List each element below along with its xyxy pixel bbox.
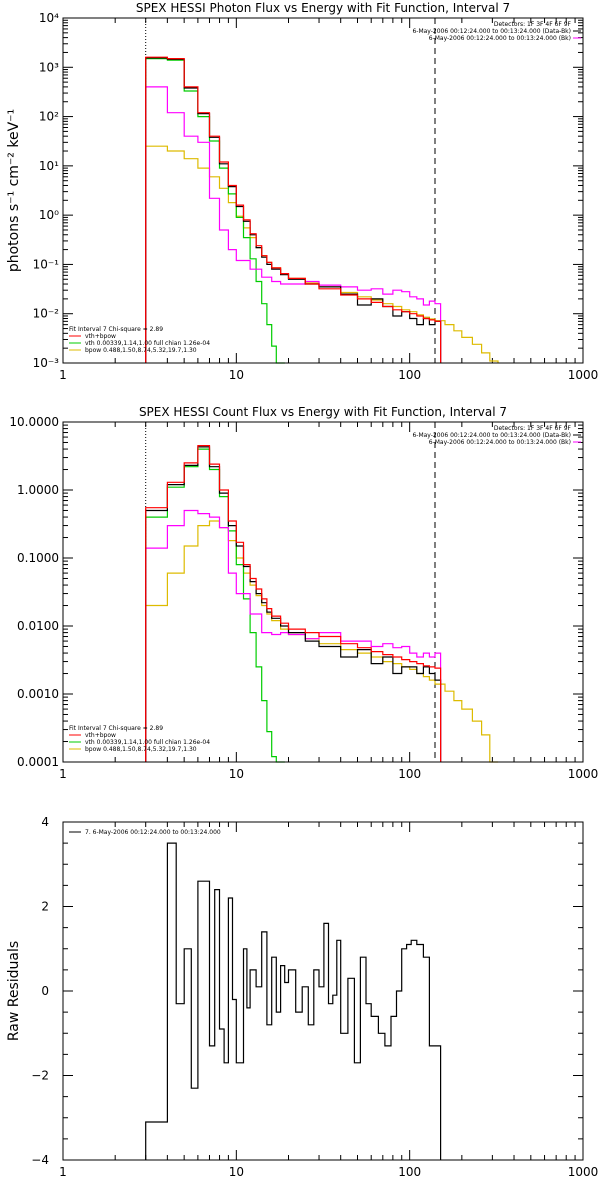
legend-right-label: 6-May-2006 00:12:24.000 to 00:13:24.000 …: [412, 28, 571, 35]
y-tick-label: −2: [31, 1069, 49, 1083]
x-tick-label: 10: [229, 1165, 244, 1179]
series-sum: [145, 842, 442, 1160]
y-tick-label: 10³: [39, 60, 59, 74]
legend-left-label: vth 0.00339,1.14,1.00 full chian 1.26e-0…: [85, 340, 210, 347]
chart-panel-1: SPEX HESSI Photon Flux vs Energy with Fi…: [6, 1, 598, 382]
y-tick-label: 1.0000: [17, 483, 59, 497]
chart-panel-2: SPEX HESSI Count Flux vs Energy with Fit…: [9, 405, 598, 781]
x-tick-label: 10: [229, 767, 244, 781]
series-fit_total: [145, 56, 442, 363]
y-tick-label: 0.0010: [17, 687, 59, 701]
legend-left-header: Fit Interval 7 Chi-square = 2.89: [69, 725, 163, 732]
chart-title: SPEX HESSI Photon Flux vs Energy with Fi…: [136, 1, 510, 15]
plot-frame: [62, 821, 584, 1161]
y-tick-label: 2: [41, 900, 49, 914]
legend-detectors: Detectors: 1F 3F 4F 6F 9F: [494, 21, 572, 28]
series-sum: [145, 57, 442, 363]
series-vth: [145, 448, 285, 763]
x-tick-label: 100: [398, 1165, 421, 1179]
y-axis-label: Raw Residuals: [6, 941, 22, 1041]
x-tick-label: 1000: [568, 767, 599, 781]
x-tick-label: 100: [398, 368, 421, 382]
y-tick-label: 10.0000: [9, 415, 59, 429]
y-tick-label: 10⁰: [39, 208, 59, 222]
y-tick-label: 10⁻¹: [33, 257, 60, 271]
y-tick-label: 4: [41, 815, 49, 829]
x-tick-label: 1: [59, 767, 67, 781]
series-fit_total: [145, 445, 442, 762]
y-tick-label: 0: [41, 984, 49, 998]
y-tick-label: 10⁻³: [33, 356, 60, 370]
plot-frame: [62, 17, 584, 364]
legend-right-label: 6-May-2006 00:12:24.000 to 00:13:24.000 …: [412, 432, 571, 439]
y-tick-label: 0.0001: [17, 755, 59, 769]
x-tick-label: 1000: [568, 1165, 599, 1179]
y-tick-label: 0.0100: [17, 619, 59, 633]
series-vth: [145, 58, 285, 364]
series-bpow: [145, 520, 498, 763]
y-tick-label: 10²: [39, 110, 59, 124]
y-tick-label: 10⁻²: [33, 307, 60, 321]
series-bk: [145, 86, 442, 363]
legend-left-label: 7. 6-May-2006 00:12:24.000 to 00:13:24.0…: [85, 829, 221, 836]
x-tick-label: 10: [229, 368, 244, 382]
series-bpow: [145, 145, 499, 363]
legend-left-label: vth+bpow: [85, 732, 116, 739]
legend-right-label: 6-May-2006 00:12:24.000 to 00:13:24.000 …: [429, 35, 571, 42]
legend-left-label: vth+bpow: [85, 333, 116, 340]
legend-left-label: vth 0.00339,1.14,1.00 full chian 1.26e-0…: [85, 739, 210, 746]
legend-detectors: Detectors: 1F 3F 4F 6F 9F: [494, 425, 572, 432]
legend-right-label: 6-May-2006 00:12:24.000 to 00:13:24.000 …: [429, 439, 571, 446]
x-tick-label: 1000: [568, 368, 599, 382]
legend-left-label: bpow 0.488,1.50,8.74,5.32,19.7,1.30: [85, 347, 197, 354]
y-tick-label: 0.1000: [17, 551, 59, 565]
x-tick-label: 1: [59, 368, 67, 382]
legend-left-header: Fit Interval 7 Chi-square = 2.89: [69, 326, 163, 333]
y-axis-label: photons s⁻¹ cm⁻² keV⁻¹: [6, 109, 22, 272]
plot-frame: [62, 421, 584, 763]
chart-title: SPEX HESSI Count Flux vs Energy with Fit…: [139, 405, 507, 419]
series-bk: [145, 509, 442, 762]
y-tick-label: 10¹: [39, 159, 59, 173]
x-tick-label: 1: [59, 1165, 67, 1179]
legend-left-label: bpow 0.488,1.50,8.74,5.32,19.7,1.30: [85, 746, 197, 753]
chart-panel-3: 1 10 100 1000 −4 −2 0 2 4 Raw Residuals 7. 6-May-2…: [6, 815, 598, 1179]
series-sum: [145, 446, 442, 762]
y-tick-label: 10⁴: [39, 11, 59, 25]
y-tick-label: −4: [31, 1153, 49, 1167]
x-tick-label: 100: [398, 767, 421, 781]
